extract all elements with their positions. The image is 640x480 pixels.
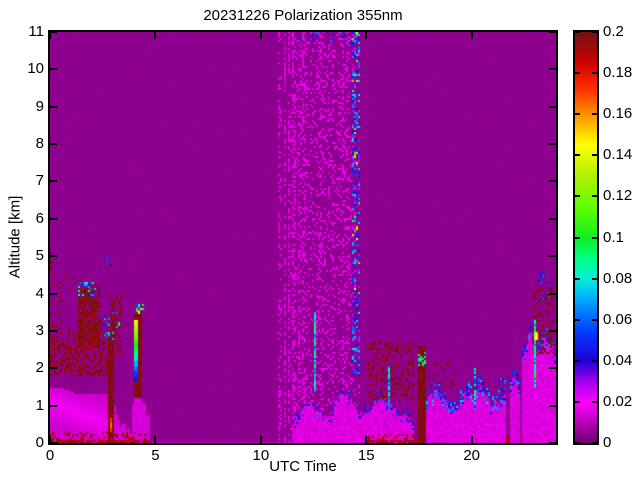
y-tick-label: 8 [35,135,44,153]
x-tick-mark [259,436,262,443]
colorbar-tick-mark-right [592,236,597,239]
x-tick-mark [365,436,368,443]
y-tick-mark [50,367,57,370]
y-tick-mark-right [549,143,556,146]
y-tick-label: 2 [35,359,44,377]
colorbar-tick-mark [575,31,580,33]
x-tick-label: 0 [45,447,55,464]
colorbar-tick-mark [575,442,580,444]
y-tick-mark-right [549,255,556,258]
chart-title: 20231226 Polarization 355nm [203,7,403,24]
colorbar-tick-label: 0.14 [603,146,633,164]
x-tick-mark [49,436,51,443]
y-tick-mark-right [549,31,556,33]
x-tick-mark-top [470,32,473,39]
y-tick-mark [50,329,57,332]
y-tick-label: 6 [35,209,44,227]
y-axis-label: Altitude [km] [6,195,24,279]
colorbar-tick-mark-right [592,31,597,33]
colorbar-tick-label: 0.16 [603,105,633,123]
x-tick-label: 15 [357,447,375,464]
y-tick-mark-right [549,404,556,407]
y-tick-label: 4 [35,284,44,302]
colorbar-tick-mark-right [592,154,597,157]
x-tick-mark-top [154,32,157,39]
y-tick-mark-right [549,217,556,220]
y-tick-mark-right [549,105,556,108]
y-tick-label: 1 [35,396,44,414]
colorbar-gradient [575,32,597,443]
y-tick-mark-right [549,180,556,183]
y-tick-mark [50,292,57,295]
y-tick-mark [50,404,57,407]
y-tick-mark [50,105,57,108]
x-tick-mark-top [49,32,51,39]
colorbar-tick-label: 0.1 [603,228,624,246]
x-tick-label: 5 [151,447,160,464]
y-tick-mark-right [549,367,556,370]
colorbar-tick-mark-right [592,442,597,444]
y-tick-mark [50,68,57,71]
heatmap-canvas [50,32,556,443]
y-tick-mark [50,31,57,33]
x-tick-mark [154,436,157,443]
colorbar-tick-mark [575,72,580,75]
y-tick-mark [50,255,57,258]
colorbar-tick-label: 0.08 [603,269,633,287]
colorbar-tick-mark-right [592,400,597,403]
y-tick-label: 0 [35,434,44,451]
y-tick-mark [50,217,57,220]
colorbar-tick-mark-right [592,277,597,280]
y-tick-label: 9 [35,97,44,115]
x-tick-mark [470,436,473,443]
colorbar-tick-label: 0.18 [603,64,633,82]
colorbar-tick-mark [575,236,580,239]
colorbar-tick-mark-right [592,72,597,75]
x-tick-mark-top [365,32,368,39]
colorbar-tick-label: 0.04 [603,351,633,369]
colorbar-tick-mark [575,277,580,280]
x-tick-label: 20 [463,447,480,464]
colorbar-tick-mark-right [592,359,597,362]
y-tick-label: 7 [35,172,44,190]
y-tick-mark-right [549,329,556,332]
y-tick-mark [50,442,57,444]
colorbar-tick-mark-right [592,195,597,198]
colorbar-tick-mark [575,318,580,321]
y-tick-mark [50,180,57,183]
y-tick-mark-right [549,442,556,444]
colorbar-tick-mark [575,400,580,403]
y-tick-label: 3 [35,321,44,339]
x-tick-mark-top [259,32,262,39]
y-tick-mark-right [549,292,556,295]
colorbar-tick-label: 0.06 [603,310,633,328]
y-tick-mark-right [549,68,556,71]
colorbar-tick-mark [575,359,580,362]
colorbar-tick-mark [575,154,580,157]
colorbar-tick-mark [575,113,580,116]
y-tick-label: 10 [27,60,44,78]
colorbar-tick-label: 0 [603,434,612,451]
y-tick-mark [50,143,57,146]
x-axis-label: UTC Time [269,458,337,475]
y-tick-label: 11 [28,23,44,40]
colorbar-tick-label: 0.2 [603,23,624,40]
colorbar-tick-label: 0.12 [603,187,633,205]
colorbar-tick-label: 0.02 [603,392,633,410]
y-tick-label: 5 [35,247,44,265]
colorbar-tick-mark [575,195,580,198]
colorbar-tick-mark-right [592,113,597,116]
colorbar-tick-mark-right [592,318,597,321]
x-tick-label: 10 [252,447,270,464]
